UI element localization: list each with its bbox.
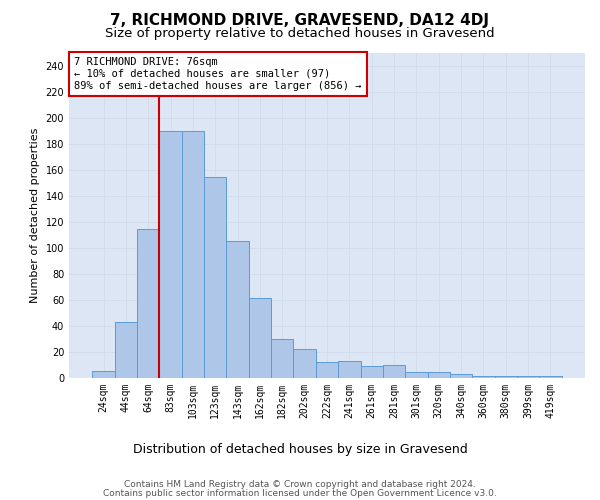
Bar <box>517 376 539 378</box>
Bar <box>450 374 472 378</box>
Bar <box>316 362 338 378</box>
Text: Distribution of detached houses by size in Gravesend: Distribution of detached houses by size … <box>133 442 467 456</box>
Bar <box>428 372 450 378</box>
Bar <box>472 376 494 378</box>
Bar <box>361 366 383 378</box>
Bar <box>226 241 249 378</box>
Bar <box>383 364 405 378</box>
Y-axis label: Number of detached properties: Number of detached properties <box>30 128 40 302</box>
Bar <box>115 322 137 378</box>
Bar <box>494 376 517 378</box>
Bar <box>249 298 271 378</box>
Text: Contains public sector information licensed under the Open Government Licence v3: Contains public sector information licen… <box>103 489 497 498</box>
Bar <box>137 230 160 378</box>
Bar <box>539 376 562 378</box>
Text: Size of property relative to detached houses in Gravesend: Size of property relative to detached ho… <box>105 28 495 40</box>
Bar <box>293 349 316 378</box>
Text: 7 RICHMOND DRIVE: 76sqm
← 10% of detached houses are smaller (97)
89% of semi-de: 7 RICHMOND DRIVE: 76sqm ← 10% of detache… <box>74 58 362 90</box>
Bar <box>338 360 361 378</box>
Bar <box>271 338 293 378</box>
Bar <box>405 372 428 378</box>
Text: 7, RICHMOND DRIVE, GRAVESEND, DA12 4DJ: 7, RICHMOND DRIVE, GRAVESEND, DA12 4DJ <box>110 12 490 28</box>
Bar <box>160 130 182 378</box>
Bar <box>92 371 115 378</box>
Bar <box>204 178 226 378</box>
Text: Contains HM Land Registry data © Crown copyright and database right 2024.: Contains HM Land Registry data © Crown c… <box>124 480 476 489</box>
Bar <box>182 130 204 378</box>
